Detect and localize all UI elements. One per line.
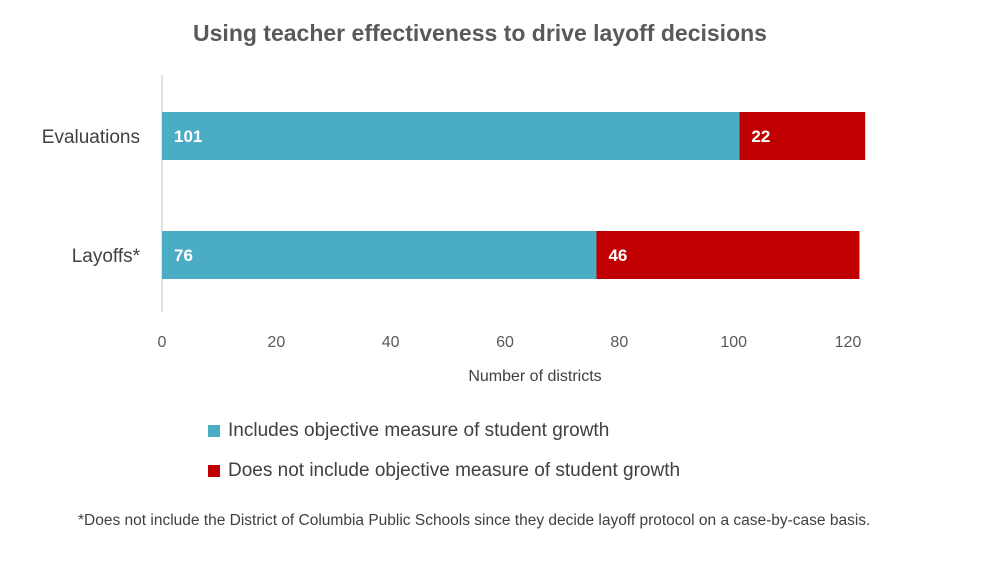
- bars-group: 101 22 76 46: [162, 112, 866, 279]
- category-labels: Evaluations Layoffs*: [42, 127, 141, 267]
- legend-swatch: [208, 425, 220, 437]
- data-label: 46: [608, 246, 627, 265]
- chart-title: Using teacher effectiveness to drive lay…: [193, 20, 767, 46]
- legend-swatch: [208, 465, 220, 477]
- bar-segment: [162, 112, 740, 160]
- bar-segment: [162, 231, 597, 279]
- category-label: Evaluations: [42, 127, 140, 148]
- x-tick-label: 80: [610, 334, 628, 351]
- data-label: 101: [174, 127, 202, 146]
- legend-item: Does not include objective measure of st…: [208, 460, 680, 482]
- x-axis-title: Number of districts: [468, 368, 601, 385]
- legend-item: Includes objective measure of student gr…: [208, 420, 609, 442]
- category-label: Layoffs*: [72, 246, 141, 267]
- x-tick-label: 0: [158, 334, 167, 351]
- x-tick-label: 40: [382, 334, 400, 351]
- footnote: *Does not include the District of Columb…: [78, 512, 871, 529]
- legend-label: Includes objective measure of student gr…: [228, 420, 610, 441]
- data-label: 22: [751, 127, 770, 146]
- x-tick-label: 100: [720, 334, 747, 351]
- x-tick-label: 120: [835, 334, 862, 351]
- data-label: 76: [174, 246, 193, 265]
- x-tick-label: 20: [267, 334, 285, 351]
- bar-segment: [739, 112, 866, 160]
- x-tick-labels: 0 20 40 60 80 100 120: [158, 334, 862, 351]
- legend-label: Does not include objective measure of st…: [228, 460, 681, 481]
- x-tick-label: 60: [496, 334, 514, 351]
- bar-segment: [596, 231, 860, 279]
